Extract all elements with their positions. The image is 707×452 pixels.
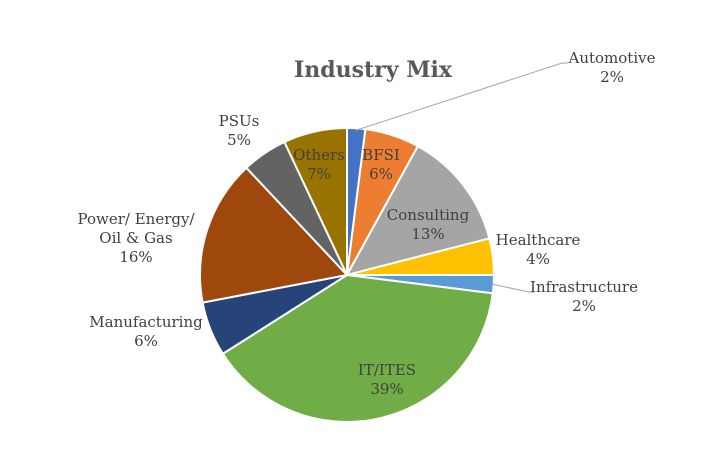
leader-lines — [355, 62, 568, 293]
slice-category-label: Healthcare — [496, 231, 581, 249]
slice-value-label: 16% — [119, 248, 152, 266]
slice-value-label: 5% — [227, 131, 251, 149]
slice-category-label: BFSI — [362, 146, 400, 164]
chart-title: Industry Mix — [294, 57, 453, 83]
slice-value-label: 6% — [134, 332, 158, 350]
slice-category-label: Oil & Gas — [99, 229, 172, 247]
leader-line — [491, 283, 535, 293]
slice-value-label: 13% — [411, 225, 444, 243]
slice-category-label: IT/ITES — [358, 361, 416, 379]
slice-category-label: Consulting — [387, 206, 470, 224]
leader-line — [355, 62, 568, 131]
slice-value-label: 7% — [307, 165, 331, 183]
pie-slices — [199, 126, 496, 423]
slice-category-label: Infrastructure — [530, 278, 638, 296]
pie-slice-others — [283, 126, 348, 276]
slice-category-label: Others — [293, 146, 345, 164]
slice-category-label: Power/ Energy/ — [77, 210, 195, 228]
slice-value-label: 6% — [369, 165, 393, 183]
slice-value-label: 4% — [526, 250, 550, 268]
slice-category-label: Manufacturing — [89, 313, 203, 331]
slice-category-label: Automotive — [568, 49, 656, 67]
slice-value-label: 2% — [600, 68, 624, 86]
slice-value-label: 2% — [572, 297, 596, 315]
slice-value-label: 39% — [370, 380, 403, 398]
pie-slice-power-energy-oil-gas — [199, 166, 349, 304]
pie-slice-consulting — [345, 144, 491, 277]
slice-category-label: PSUs — [219, 112, 260, 130]
